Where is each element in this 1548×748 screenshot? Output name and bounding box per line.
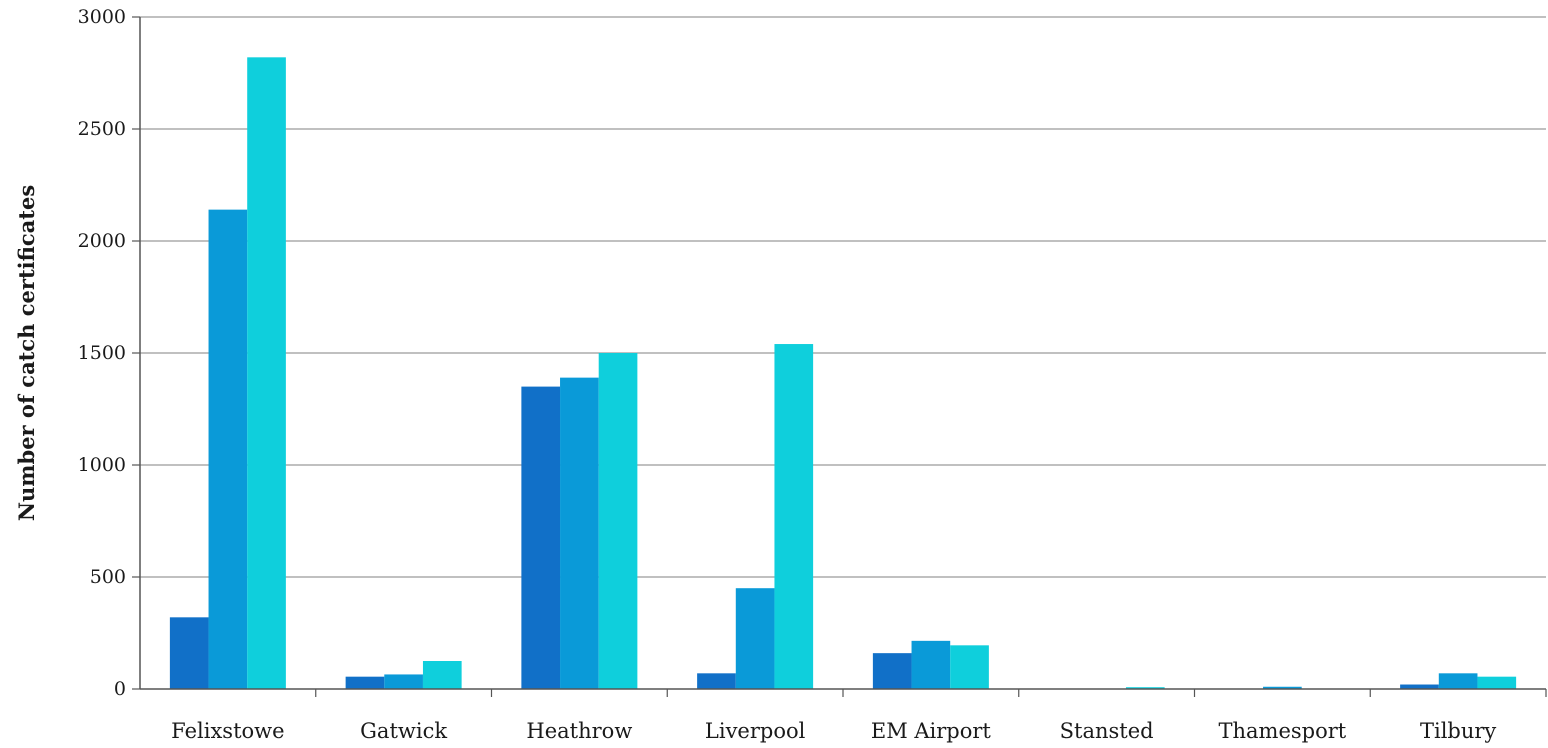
bar bbox=[1477, 676, 1517, 689]
x-tick-label: Heathrow bbox=[526, 719, 632, 743]
bar bbox=[774, 344, 814, 689]
bar bbox=[345, 676, 385, 689]
bar bbox=[911, 640, 951, 689]
bar bbox=[1125, 687, 1165, 689]
bar bbox=[950, 645, 989, 689]
x-tick-labels: Felixstowe Gatwick Heathrow Liverpool EM Air… bbox=[171, 689, 1547, 743]
bar bbox=[384, 674, 423, 689]
bar bbox=[169, 617, 209, 689]
bar bbox=[521, 386, 561, 689]
x-tick-label: Felixstowe bbox=[171, 719, 284, 743]
x-tick-label: Liverpool bbox=[705, 719, 806, 743]
y-tick-label: 2000 bbox=[78, 230, 126, 252]
y-axis-label: Number of catch certificates bbox=[14, 185, 39, 521]
bar bbox=[872, 653, 912, 689]
y-tick-label: 500 bbox=[90, 566, 126, 588]
gridlines bbox=[140, 16, 1546, 578]
bar bbox=[422, 661, 462, 689]
x-tick-label: EM Airport bbox=[871, 719, 992, 743]
x-tick-label: Tilbury bbox=[1420, 719, 1496, 743]
x-tick-label: Thamesport bbox=[1219, 719, 1347, 743]
y-tick-label: 3000 bbox=[78, 6, 126, 28]
y-tick-labels: 0 500 1000 1500 2000 2500 3000 bbox=[78, 6, 140, 700]
y-tick-label: 2500 bbox=[78, 118, 126, 140]
y-tick-label: 1000 bbox=[78, 454, 126, 476]
bar bbox=[1438, 673, 1478, 689]
bars bbox=[169, 57, 1517, 689]
bar bbox=[598, 353, 638, 689]
bar bbox=[697, 673, 736, 689]
x-tick-label: Gatwick bbox=[360, 719, 447, 743]
bar bbox=[1400, 684, 1439, 689]
y-tick-label: 0 bbox=[114, 678, 126, 700]
bar bbox=[560, 377, 599, 689]
y-tick-label: 1500 bbox=[78, 342, 126, 364]
bar bbox=[735, 588, 775, 689]
x-tick-label: Stansted bbox=[1060, 719, 1154, 743]
bar bbox=[247, 57, 286, 689]
bar bbox=[1263, 686, 1302, 689]
bar bbox=[208, 209, 248, 689]
